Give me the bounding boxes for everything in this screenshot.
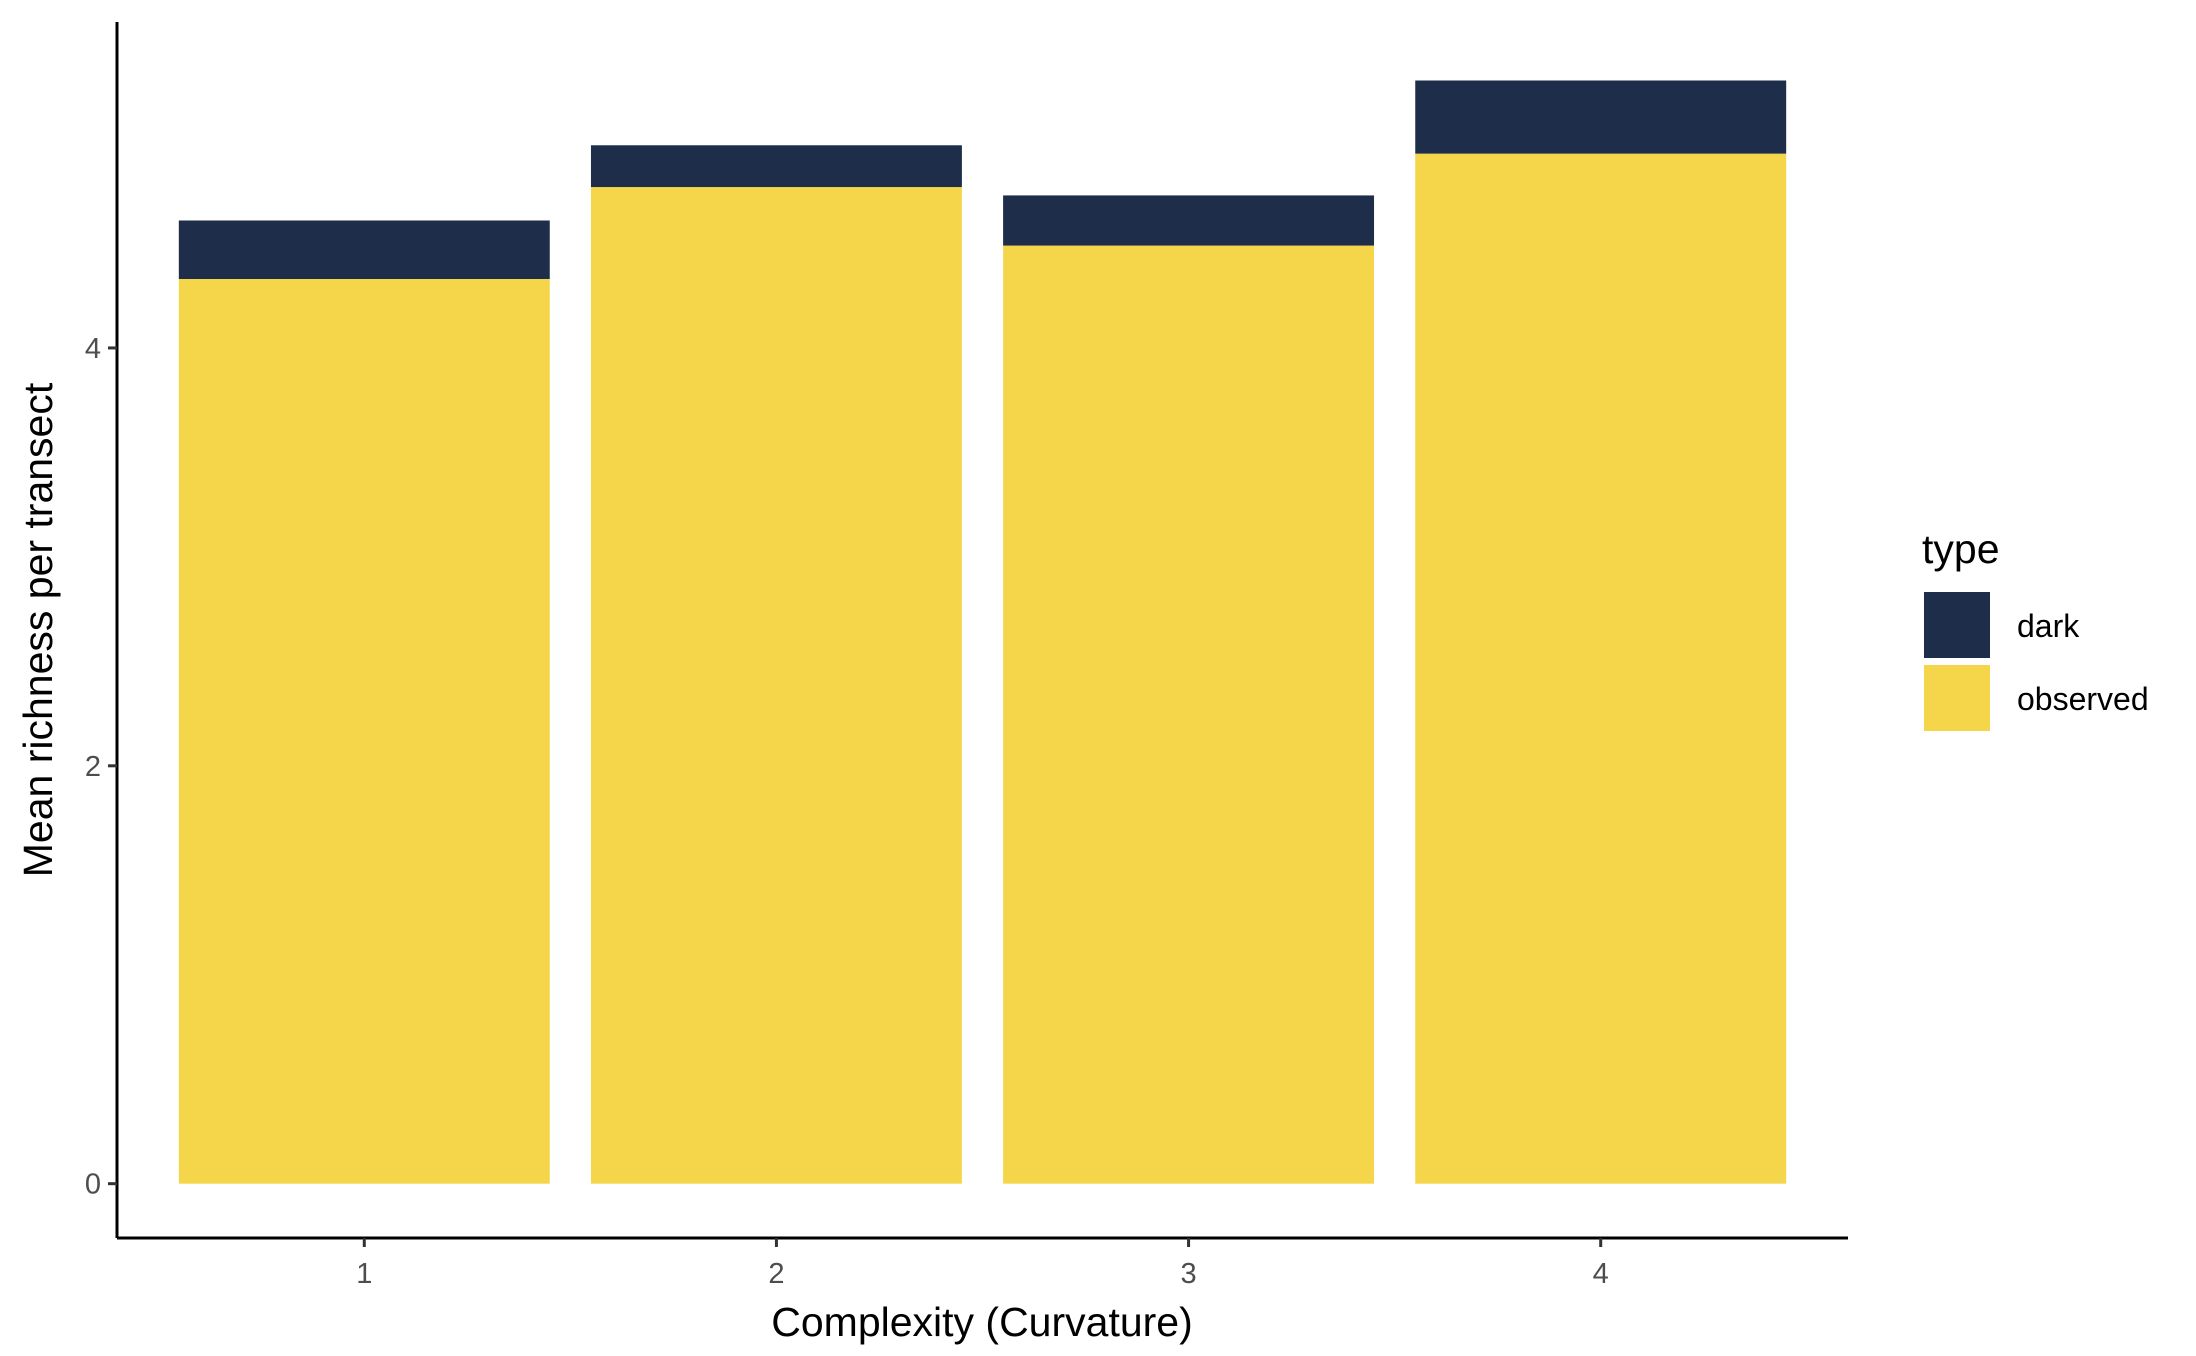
- legend-label-dark: dark: [2017, 608, 2080, 644]
- bar-dark-1: [178, 220, 550, 279]
- x-axis-title: Complexity (Curvature): [771, 1299, 1193, 1345]
- legend-key-observed: [1924, 665, 1990, 731]
- bar-dark-3: [1003, 195, 1375, 246]
- legend-label-observed: observed: [2017, 681, 2149, 717]
- legend-title: type: [1922, 526, 2000, 572]
- bar-dark-2: [590, 145, 962, 188]
- y-tick-label-0: 0: [85, 1169, 101, 1201]
- x-tick-label-1: 1: [356, 1258, 372, 1290]
- x-ticks-group: 1 2 3 4: [356, 1238, 1609, 1290]
- x-tick-label-3: 3: [1181, 1258, 1197, 1290]
- bar-dark-4: [1415, 80, 1787, 154]
- y-ticks-group: 0 2 4: [85, 333, 117, 1201]
- bar-observed-1: [178, 278, 550, 1184]
- x-tick-label-4: 4: [1593, 1258, 1609, 1290]
- x-tick-label-2: 2: [768, 1258, 784, 1290]
- y-tick-label-2: 2: [85, 751, 101, 783]
- bars-group: [178, 80, 1787, 1184]
- legend: type dark observed: [1922, 526, 2149, 731]
- y-tick-label-4: 4: [85, 333, 101, 365]
- bar-observed-4: [1415, 153, 1787, 1184]
- y-axis-title: Mean richness per transect: [15, 382, 61, 877]
- bar-observed-3: [1003, 245, 1375, 1184]
- legend-key-dark: [1924, 592, 1990, 658]
- bar-observed-2: [590, 187, 962, 1184]
